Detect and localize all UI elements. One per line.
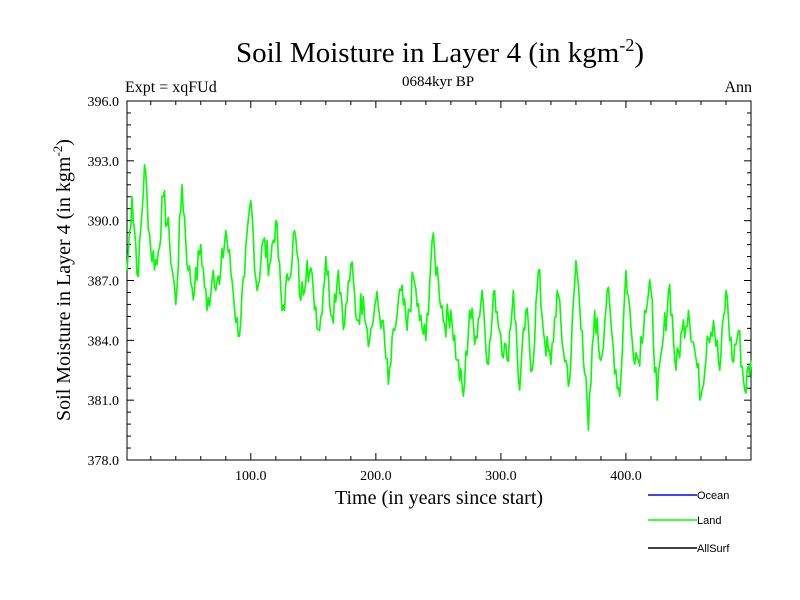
- chart-title-close: ): [634, 37, 644, 69]
- y-axis: 378.0 381.0 384.0 387.0 390.0 393.0 396.0: [88, 95, 751, 469]
- x-tick-label: 300.0: [485, 469, 517, 484]
- series-line-land: [126, 164, 752, 431]
- legend-label-land: Land: [697, 515, 721, 527]
- y-tick-label: 393.0: [88, 155, 120, 170]
- y-tick-label: 381.0: [88, 394, 120, 409]
- x-tick-label: 400.0: [610, 469, 642, 484]
- x-axis: 100.0 200.0 300.0 400.0: [150, 101, 752, 484]
- subtitle-left: Expt = xqFUd: [125, 79, 217, 96]
- y-tick-label: 390.0: [88, 215, 120, 230]
- legend-label-ocean: Ocean: [697, 490, 729, 502]
- x-tick-label: 100.0: [235, 469, 267, 484]
- x-tick-label: 200.0: [360, 469, 392, 484]
- legend: Ocean Land AllSurf: [648, 490, 730, 555]
- subtitle-center: 0684kyr BP: [402, 74, 474, 90]
- y-tick-label: 396.0: [88, 95, 120, 110]
- x-axis-label: Time (in years since start): [335, 487, 543, 509]
- chart-title-superscript: -2: [619, 35, 634, 55]
- y-tick-label: 387.0: [88, 275, 120, 290]
- legend-label-allsurf: AllSurf: [697, 543, 730, 555]
- y-tick-label: 378.0: [88, 454, 120, 469]
- subtitle-right: Ann: [724, 79, 752, 96]
- y-axis-label-superscript: -2: [50, 146, 65, 157]
- y-axis-label-close: ): [53, 139, 75, 146]
- y-tick-label: 384.0: [88, 334, 120, 349]
- series-group: [126, 164, 752, 431]
- y-axis-label: Soil Moisture in Layer 4 (in kgm-2): [50, 139, 75, 421]
- chart-title: Soil Moisture in Layer 4 (in kgm-2): [236, 35, 644, 69]
